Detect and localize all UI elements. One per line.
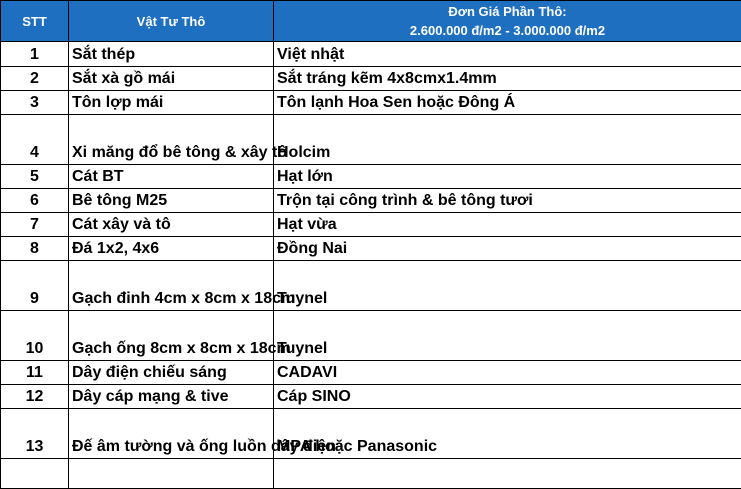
- table-row: 6 Bê tông M25 Trộn tại công trình & bê t…: [1, 189, 741, 213]
- table-row: 12 Dây cáp mạng & tive Cáp SINO: [1, 385, 741, 409]
- material-brand: Cáp SINO: [274, 385, 741, 409]
- material-brand: Đồng Nai: [274, 237, 741, 261]
- material-name: Tôn lợp mái: [69, 91, 274, 115]
- header-price-range: 2.600.000 đ/m2 - 3.000.000 đ/m2: [274, 21, 741, 40]
- material-name: Gạch đinh 4cm x 8cm x 18cm: [69, 261, 274, 311]
- row-number: 4: [1, 115, 69, 165]
- row-number: 6: [1, 189, 69, 213]
- material-name: Cát xây và tô: [69, 213, 274, 237]
- material-name: Bê tông M25: [69, 189, 274, 213]
- header-stt: STT: [1, 1, 69, 42]
- row-number: 2: [1, 67, 69, 91]
- material-brand: Việt nhật: [274, 42, 741, 67]
- material-name: Sắt xà gồ mái: [69, 67, 274, 91]
- row-number: 11: [1, 361, 69, 385]
- material-name: Xi măng đổ bê tông & xây tô: [69, 115, 274, 165]
- table-row: 2 Sắt xà gồ mái Sắt tráng kẽm 4x8cmx1.4m…: [1, 67, 741, 91]
- material-name: Cát BT: [69, 165, 274, 189]
- material-name: Sắt thép: [69, 42, 274, 67]
- row-number: 7: [1, 213, 69, 237]
- material-brand: [274, 459, 741, 489]
- header-material: Vật Tư Thô: [69, 1, 274, 42]
- table-row: 3 Tôn lợp mái Tôn lạnh Hoa Sen hoặc Đông…: [1, 91, 741, 115]
- material-brand: Sắt tráng kẽm 4x8cmx1.4mm: [274, 67, 741, 91]
- table-row: 9 Gạch đinh 4cm x 8cm x 18cm Tuynel: [1, 261, 741, 311]
- row-number: 8: [1, 237, 69, 261]
- row-number: 10: [1, 311, 69, 361]
- row-number: 1: [1, 42, 69, 67]
- material-name: Dây cáp mạng & tive: [69, 385, 274, 409]
- table-row: 11 Dây điện chiếu sáng CADAVI: [1, 361, 741, 385]
- material-brand: Hạt lớn: [274, 165, 741, 189]
- table-row: 1 Sắt thép Việt nhật: [1, 42, 741, 67]
- material-name: Đế âm tường và ống luồn dây điện: [69, 409, 274, 459]
- material-brand: Tôn lạnh Hoa Sen hoặc Đông Á: [274, 91, 741, 115]
- material-name: Gạch ống 8cm x 8cm x 18cm: [69, 311, 274, 361]
- table-row: 10 Gạch ống 8cm x 8cm x 18cm Tuynel: [1, 311, 741, 361]
- material-name: [69, 459, 274, 489]
- table-row: 13 Đế âm tường và ống luồn dây điện MPA …: [1, 409, 741, 459]
- header-row: STT Vật Tư Thô Đơn Giá Phần Thô: 2.600.0…: [1, 1, 741, 42]
- material-brand: Hạt vừa: [274, 213, 741, 237]
- header-price-title: Đơn Giá Phần Thô:: [274, 2, 741, 21]
- table-row: 8 Đá 1x2, 4x6 Đồng Nai: [1, 237, 741, 261]
- material-brand: Trộn tại công trình & bê tông tươi: [274, 189, 741, 213]
- table-row: 7 Cát xây và tô Hạt vừa: [1, 213, 741, 237]
- table-row: 4 Xi măng đổ bê tông & xây tô Holcim: [1, 115, 741, 165]
- material-brand: CADAVI: [274, 361, 741, 385]
- material-brand: Tuynel: [274, 261, 741, 311]
- row-number: 3: [1, 91, 69, 115]
- row-number: 9: [1, 261, 69, 311]
- row-number: 13: [1, 409, 69, 459]
- table-row: [1, 459, 741, 489]
- material-name: Đá 1x2, 4x6: [69, 237, 274, 261]
- header-price: Đơn Giá Phần Thô: 2.600.000 đ/m2 - 3.000…: [274, 1, 741, 42]
- material-brand: MPA hoặc Panasonic: [274, 409, 741, 459]
- material-brand: Tuynel: [274, 311, 741, 361]
- material-brand: Holcim: [274, 115, 741, 165]
- table-row: 5 Cát BT Hạt lớn: [1, 165, 741, 189]
- row-number: 5: [1, 165, 69, 189]
- material-name: Dây điện chiếu sáng: [69, 361, 274, 385]
- row-number: 12: [1, 385, 69, 409]
- row-number: [1, 459, 69, 489]
